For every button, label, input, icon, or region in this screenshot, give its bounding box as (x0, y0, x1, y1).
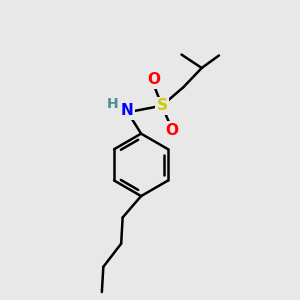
Text: S: S (156, 98, 167, 113)
Text: O: O (165, 123, 178, 138)
Text: H: H (107, 97, 119, 111)
Text: O: O (147, 72, 160, 87)
Text: N: N (121, 103, 134, 118)
